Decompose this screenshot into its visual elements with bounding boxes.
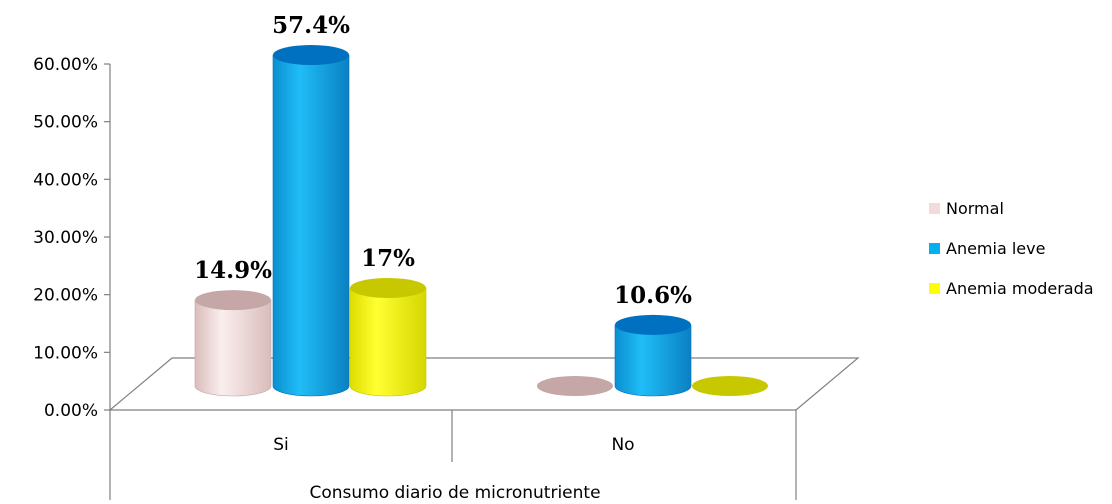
data-label: 57.4% [272, 12, 350, 39]
bars [194, 44, 768, 397]
y-tick-label: 30.00% [33, 228, 98, 248]
legend-label: Normal [946, 199, 1004, 218]
data-labels: 14.9% 57.4% 17% 10.6% [194, 12, 692, 309]
bar-si-2 [349, 277, 427, 397]
legend-label: Anemia leve [946, 239, 1045, 258]
bar-si-1 [272, 44, 350, 397]
data-label: 10.6% [614, 282, 692, 309]
x-axis-title: Consumo diario de micronutriente [309, 483, 600, 503]
data-label: 14.9% [194, 257, 272, 284]
y-tick-label: 0.00% [44, 401, 98, 421]
data-label: 17% [361, 245, 415, 272]
legend-label: Anemia moderada [946, 279, 1094, 298]
category-label-si: Si [273, 435, 289, 455]
y-tick-label: 60.00% [33, 55, 98, 75]
bar-no-1 [614, 314, 692, 397]
legend-swatch [929, 203, 940, 214]
bar-no-0 [537, 376, 613, 396]
y-tick-label: 50.00% [33, 113, 98, 133]
bar-no-2 [692, 376, 768, 396]
y-tick-label: 10.00% [33, 343, 98, 363]
legend-swatch [929, 243, 940, 254]
legend: Normal Anemia leve Anemia moderada [929, 199, 1094, 298]
category-label-no: No [611, 435, 634, 455]
y-tick-label: 40.00% [33, 170, 98, 190]
bar-si-0 [194, 290, 272, 397]
y-axis-ticks: 0.00% 10.00% 20.00% 30.00% 40.00% 50.00% 60.00… [33, 55, 110, 421]
y-tick-label: 20.00% [33, 286, 98, 306]
legend-swatch [929, 283, 940, 294]
